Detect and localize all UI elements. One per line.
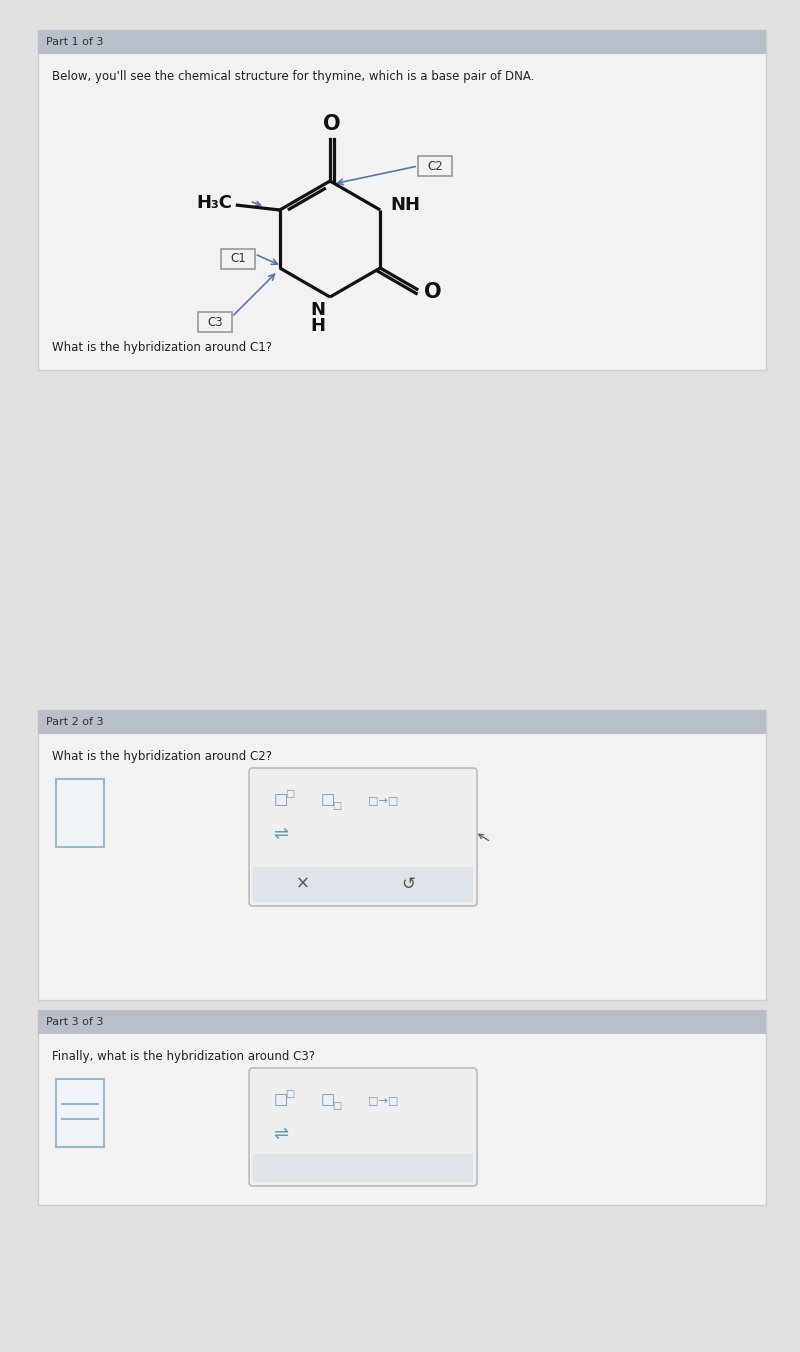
- Bar: [38, 1010, 766, 1205]
- Bar: [253, 1155, 473, 1182]
- Text: □→□: □→□: [368, 795, 398, 804]
- Bar: [38, 710, 766, 1000]
- Text: Part 1 of 3: Part 1 of 3: [46, 37, 103, 47]
- Text: □: □: [286, 1088, 294, 1099]
- Text: ⇌: ⇌: [274, 825, 289, 844]
- Text: □: □: [332, 800, 342, 811]
- Text: Part 2 of 3: Part 2 of 3: [46, 717, 103, 727]
- Bar: [38, 710, 766, 734]
- Text: H: H: [310, 316, 325, 335]
- Bar: [221, 249, 254, 269]
- Bar: [38, 30, 766, 54]
- Bar: [56, 1079, 104, 1146]
- Text: □: □: [321, 792, 335, 807]
- Text: □: □: [274, 792, 288, 807]
- Bar: [38, 30, 766, 370]
- Text: C3: C3: [207, 315, 222, 329]
- Text: H₃C: H₃C: [197, 193, 233, 212]
- Text: N: N: [310, 301, 325, 319]
- Text: □: □: [332, 1101, 342, 1111]
- Bar: [418, 155, 452, 176]
- Text: ×: ×: [296, 875, 310, 894]
- Text: C1: C1: [230, 253, 246, 265]
- Text: O: O: [424, 283, 442, 301]
- Bar: [56, 779, 104, 846]
- Text: ⇌: ⇌: [274, 1125, 289, 1142]
- Text: What is the hybridization around C2?: What is the hybridization around C2?: [52, 750, 272, 763]
- Text: C2: C2: [427, 160, 443, 173]
- Text: Finally, what is the hybridization around C3?: Finally, what is the hybridization aroun…: [52, 1051, 315, 1063]
- FancyBboxPatch shape: [249, 768, 477, 906]
- Bar: [38, 1010, 766, 1034]
- Text: Part 3 of 3: Part 3 of 3: [46, 1017, 103, 1028]
- Text: What is the hybridization around C1?: What is the hybridization around C1?: [52, 341, 272, 354]
- Bar: [198, 312, 232, 333]
- Text: □: □: [321, 1092, 335, 1107]
- Text: □→□: □→□: [368, 1095, 398, 1105]
- Bar: [253, 867, 473, 902]
- Text: NH: NH: [390, 196, 420, 214]
- Text: ↺: ↺: [401, 875, 415, 894]
- Text: □: □: [286, 790, 294, 799]
- Text: Below, you'll see the chemical structure for thymine, which is a base pair of DN: Below, you'll see the chemical structure…: [52, 70, 534, 82]
- FancyBboxPatch shape: [249, 1068, 477, 1186]
- Text: O: O: [323, 114, 341, 134]
- Text: □: □: [274, 1092, 288, 1107]
